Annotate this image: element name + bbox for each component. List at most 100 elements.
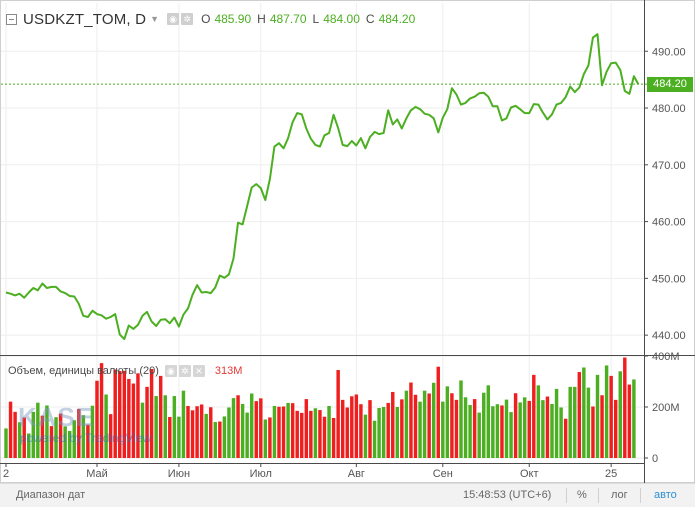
date-range-button[interactable]: Диапазон дат — [16, 489, 86, 501]
volume-bar — [459, 380, 463, 458]
volume-bar — [236, 395, 240, 458]
volume-bar — [168, 416, 172, 458]
volume-bar — [613, 399, 618, 458]
volume-bar — [500, 405, 504, 458]
volume-bar — [418, 401, 422, 458]
volume-tick-label: 0 — [652, 453, 658, 465]
volume-bar — [213, 422, 218, 458]
volume-bar — [377, 408, 381, 458]
volume-bar — [227, 407, 231, 458]
volume-bar — [559, 407, 563, 458]
volume-bar — [8, 401, 13, 458]
volume-bar — [331, 417, 336, 458]
current-price-tag: 484.20 — [647, 76, 693, 92]
volume-bar — [582, 367, 586, 458]
volume-bar — [149, 369, 154, 458]
volume-bar — [591, 406, 595, 458]
volume-bar — [363, 414, 368, 458]
volume-bar — [340, 399, 345, 458]
volume-bar — [541, 400, 545, 458]
time-axis[interactable]: 2 Май Июн Июл Авг Сен Окт 25 — [3, 463, 617, 480]
volume-bar — [58, 413, 63, 458]
volume-bar — [131, 383, 136, 458]
volume-bar — [40, 415, 45, 458]
volume-bar — [240, 403, 245, 458]
volume-bar — [81, 415, 86, 458]
volume-bar — [381, 407, 386, 458]
gear-icon[interactable]: ✲ — [178, 365, 191, 377]
chevron-down-icon[interactable]: ▼ — [150, 14, 160, 24]
volume-bar — [67, 430, 72, 458]
close-icon[interactable]: ✕ — [192, 365, 205, 377]
volume-bar — [359, 404, 363, 458]
volume-bar — [222, 416, 227, 458]
price-tick-label: 490.00 — [652, 46, 686, 58]
eye-icon[interactable]: ◉ — [167, 13, 180, 25]
volume-bar — [372, 420, 377, 458]
symbol-name[interactable]: USDKZT_TOM, D — [23, 10, 147, 28]
divider — [598, 488, 599, 503]
volume-bar — [313, 408, 318, 458]
auto-scale-toggle[interactable]: авто — [654, 489, 677, 501]
volume-bar — [486, 385, 491, 458]
volume-bar — [136, 373, 140, 458]
symbol-legend: USDKZT_TOM, D ▼ ◉ ✲ O 485.90 H 487.70 L … — [6, 10, 415, 28]
gear-icon[interactable]: ✲ — [181, 13, 194, 25]
volume-bar — [195, 406, 199, 458]
volume-bar — [586, 387, 591, 458]
volume-bar — [277, 406, 281, 458]
volume-bar — [186, 405, 190, 458]
volume-bar — [4, 428, 8, 458]
open-value: 485.90 — [214, 12, 252, 26]
volume-title[interactable]: Объем, единицы валюты (20) — [8, 365, 159, 377]
volume-bar — [600, 395, 604, 458]
volume-axis[interactable]: 400M 200M 0 — [644, 351, 680, 465]
volume-bar — [254, 401, 258, 458]
volume-bar — [550, 403, 554, 458]
volume-bar — [309, 410, 313, 458]
log-toggle[interactable]: лог — [611, 489, 628, 501]
volume-bar — [454, 399, 459, 458]
eye-icon[interactable]: ◉ — [164, 365, 177, 377]
time-tick-label: 2 — [3, 468, 9, 480]
volume-bar — [181, 390, 186, 458]
volume-bar — [158, 375, 163, 458]
high-label: H — [257, 12, 266, 26]
volume-bar — [518, 402, 522, 458]
time-tick-label: Сен — [433, 468, 453, 480]
volume-bar — [77, 409, 81, 458]
volume-bar — [295, 410, 299, 458]
bottom-toolbar: Диапазон дат 15:48:53 (UTC+6) % лог авто — [0, 483, 695, 507]
volume-bar — [272, 405, 277, 458]
volume-bar — [368, 400, 372, 458]
volume-bar — [554, 388, 559, 458]
volume-bar — [450, 393, 454, 458]
volume-bar — [90, 405, 95, 458]
price-tick-label: 460.00 — [652, 217, 686, 229]
volume-bar — [386, 402, 390, 458]
collapse-icon[interactable] — [6, 13, 17, 25]
volume-bar — [522, 397, 527, 458]
volume-bar — [17, 422, 22, 458]
volume-bar — [300, 412, 304, 458]
volume-bar — [441, 401, 445, 458]
clock-timezone[interactable]: 15:48:53 (UTC+6) — [463, 489, 552, 501]
volume-bar — [263, 419, 268, 458]
volume-bar — [13, 411, 17, 458]
volume-bar — [172, 396, 177, 458]
percent-toggle[interactable]: % — [577, 489, 587, 501]
volume-bar — [395, 407, 400, 458]
volume-bar — [54, 417, 58, 458]
volume-bar — [354, 394, 359, 458]
volume-bar — [573, 386, 577, 458]
price-tick-label: 470.00 — [652, 160, 686, 172]
high-value: 487.70 — [269, 12, 307, 26]
volume-bar — [509, 412, 513, 458]
volume-bar — [482, 392, 486, 458]
volume-bar — [422, 390, 427, 458]
volume-bar — [463, 397, 468, 458]
price-axis[interactable]: 490.00 480.00 470.00 460.00 450.00 440.00 — [644, 46, 686, 342]
volume-bar — [563, 418, 568, 458]
volume-bar — [218, 421, 222, 458]
